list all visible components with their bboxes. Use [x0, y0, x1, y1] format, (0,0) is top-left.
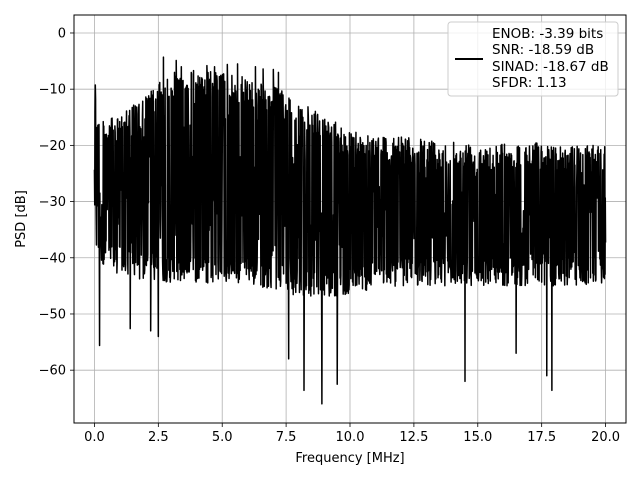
x-tick-label: 20.0	[591, 430, 620, 445]
x-axis-label: Frequency [MHz]	[295, 451, 404, 466]
x-tick-label: 0.0	[84, 430, 105, 445]
legend-sfdr: SFDR: 1.13	[492, 75, 567, 91]
y-tick-label: −30	[39, 195, 66, 210]
legend-sinad: SINAD: -18.67 dB	[492, 59, 609, 75]
psd-series	[93, 56, 607, 405]
y-tick-label: −60	[39, 364, 66, 379]
legend: ENOB: -3.39 bits SNR: -18.59 dB SINAD: -…	[447, 21, 619, 97]
legend-snr: SNR: -18.59 dB	[492, 42, 594, 58]
legend-box	[447, 21, 619, 97]
x-tick-label: 2.5	[148, 430, 169, 445]
y-axis-label: PSD [dB]	[14, 190, 29, 248]
x-axis-ticks: 0.0 2.5 5.0 7.5 10.0 12.5 15.0 17.5 20.0	[84, 423, 620, 445]
psd-trace	[93, 56, 607, 405]
y-axis-ticks: 0 −10 −20 −30 −40 −50 −60	[39, 26, 74, 379]
x-tick-label: 5.0	[212, 430, 233, 445]
x-tick-label: 12.5	[399, 430, 428, 445]
y-tick-label: 0	[58, 26, 66, 41]
y-tick-label: −20	[39, 139, 66, 154]
x-tick-label: 7.5	[276, 430, 297, 445]
x-tick-label: 15.0	[463, 430, 492, 445]
y-tick-label: −10	[39, 83, 66, 98]
legend-enob: ENOB: -3.39 bits	[492, 26, 603, 42]
x-tick-label: 17.5	[527, 430, 556, 445]
y-tick-label: −50	[39, 307, 66, 322]
y-tick-label: −40	[39, 251, 66, 266]
x-tick-label: 10.0	[336, 430, 365, 445]
